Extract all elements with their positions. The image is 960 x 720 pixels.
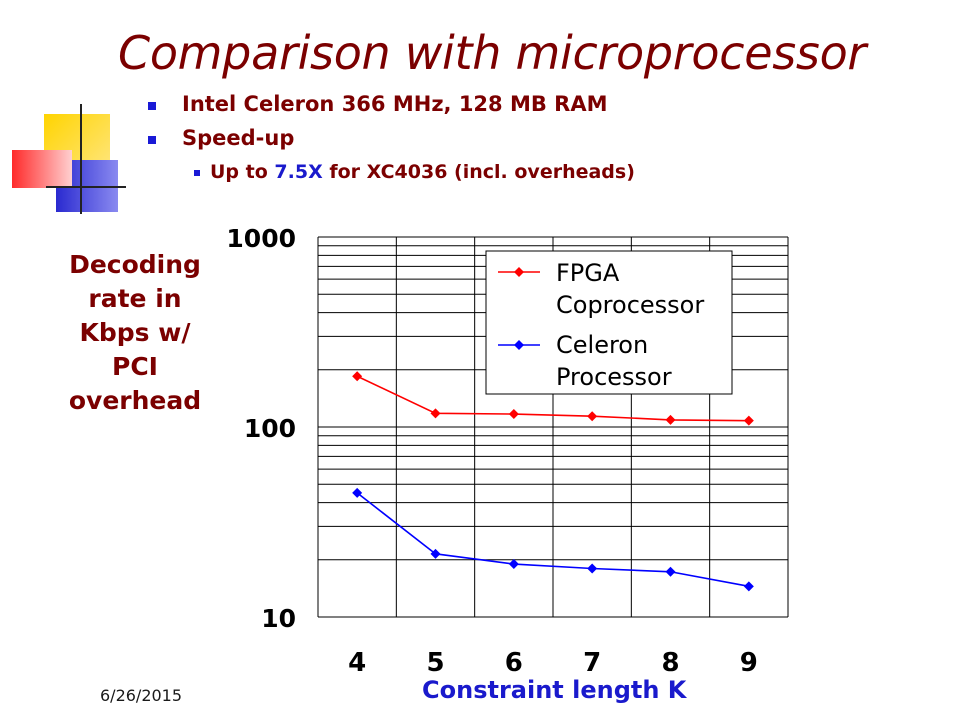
x-tick-label: 4 bbox=[348, 648, 366, 678]
data-point-fpga bbox=[352, 371, 363, 382]
slide-date: 6/26/2015 bbox=[100, 686, 183, 705]
bullet-2: Speed-up bbox=[182, 126, 295, 150]
legend-marker-celeron bbox=[514, 340, 524, 350]
legend: FPGA Coprocessor Celeron Processor bbox=[485, 250, 733, 395]
speedup-highlight: 7.5X bbox=[274, 161, 323, 183]
sub-bullet-marker bbox=[194, 170, 200, 176]
y-axis-label-line: rate in bbox=[88, 284, 182, 313]
y-axis-label-line: PCI bbox=[112, 352, 158, 381]
bullet-marker bbox=[148, 136, 156, 144]
data-point-celeron bbox=[508, 559, 519, 570]
legend-box bbox=[485, 250, 733, 395]
legend-entry-fpga: FPGA Coprocessor bbox=[556, 259, 704, 319]
x-tick-label: 7 bbox=[583, 648, 601, 678]
data-point-celeron bbox=[743, 581, 754, 592]
sub-bullet-suffix: for XC4036 (incl. overheads) bbox=[322, 161, 635, 183]
legend-marker-fpga bbox=[514, 267, 524, 277]
sub-bullet-prefix: Up to bbox=[210, 161, 275, 183]
x-tick-label: 9 bbox=[740, 648, 758, 678]
y-tick-label: 1000 bbox=[226, 224, 296, 253]
y-axis-label-line: Kbps w/ bbox=[79, 318, 191, 347]
tick-labels: 10 100 1000 4 5 6 7 8 9 bbox=[226, 224, 757, 678]
data-point-celeron bbox=[352, 487, 363, 498]
legend-entry-celeron: Celeron Processor bbox=[556, 331, 672, 391]
slide-title: Comparison with microprocessor bbox=[118, 26, 867, 80]
bullet-1: Intel Celeron 366 MHz, 128 MB RAM bbox=[182, 92, 608, 116]
data-point-fpga bbox=[743, 415, 754, 426]
bullet-marker bbox=[148, 102, 156, 110]
y-tick-label: 10 bbox=[261, 604, 296, 633]
series-line-celeron bbox=[356, 492, 749, 588]
y-axis-label-line: Decoding bbox=[69, 250, 201, 279]
decorative-corner-graphic bbox=[0, 0, 140, 220]
data-point-fpga bbox=[508, 409, 519, 420]
legend-entry-celeron-line2: Processor bbox=[556, 363, 672, 391]
y-axis-label-line: overhead bbox=[68, 386, 202, 415]
data-point-celeron bbox=[430, 548, 441, 559]
series-line-fpga bbox=[356, 375, 749, 422]
data-point-celeron bbox=[587, 563, 598, 574]
sub-bullet: Up to 7.5X for XC4036 (incl. overheads) bbox=[210, 161, 635, 183]
y-axis-label: Decoding rate in Kbps w/ PCI overhead bbox=[60, 248, 210, 418]
legend-entry-fpga-line2: Coprocessor bbox=[556, 291, 704, 319]
x-tick-label: 8 bbox=[661, 648, 679, 678]
x-tick-label: 5 bbox=[426, 648, 444, 678]
legend-entry-fpga-line1: FPGA bbox=[556, 259, 620, 287]
y-tick-label: 100 bbox=[244, 414, 296, 443]
data-point-fpga bbox=[430, 408, 441, 419]
data-point-fpga bbox=[587, 411, 598, 422]
data-point-celeron bbox=[665, 566, 676, 577]
legend-entry-celeron-line1: Celeron bbox=[556, 331, 648, 359]
data-point-fpga bbox=[665, 414, 676, 425]
chart-series bbox=[352, 371, 754, 592]
x-axis-label: Constraint length K bbox=[422, 676, 687, 704]
x-tick-label: 6 bbox=[505, 648, 523, 678]
